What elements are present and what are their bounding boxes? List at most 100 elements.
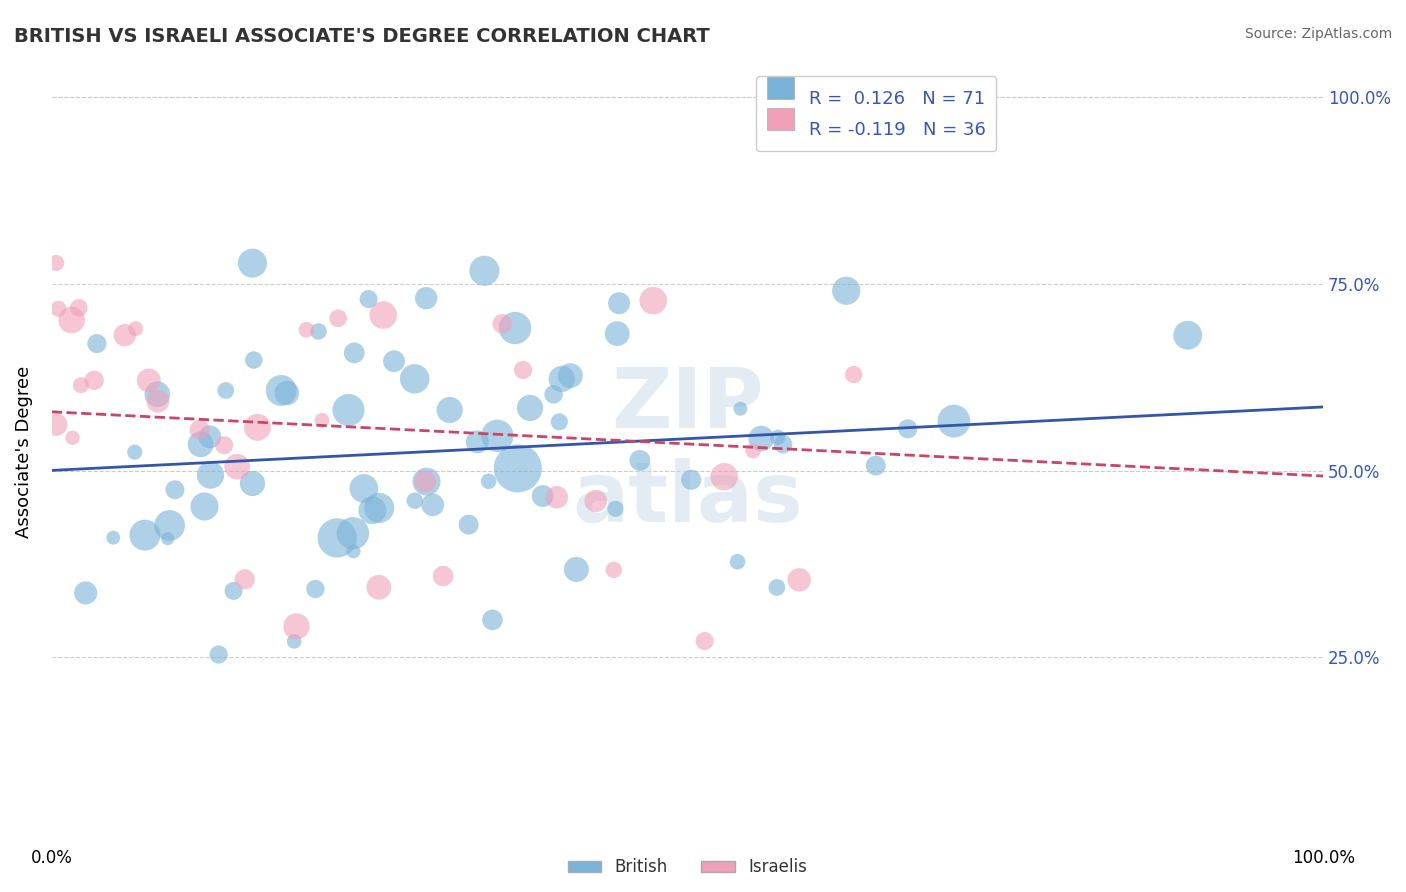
- Point: [606, 326, 628, 341]
- Point: [188, 423, 211, 437]
- Point: [207, 648, 229, 662]
- Point: [62, 431, 84, 445]
- Point: [512, 363, 534, 377]
- Point: [270, 384, 292, 398]
- Point: [742, 443, 765, 458]
- Point: [628, 453, 651, 467]
- Point: [727, 555, 749, 569]
- Point: [531, 489, 554, 503]
- Point: [382, 354, 405, 368]
- Point: [103, 531, 125, 545]
- Point: [787, 573, 810, 587]
- Point: [285, 619, 308, 633]
- Point: [67, 301, 90, 315]
- Point: [114, 328, 136, 343]
- Point: [134, 528, 156, 542]
- Point: [243, 353, 266, 368]
- Point: [585, 494, 607, 508]
- Point: [138, 374, 160, 388]
- Text: BRITISH VS ISRAELI ASSOCIATE'S DEGREE CORRELATION CHART: BRITISH VS ISRAELI ASSOCIATE'S DEGREE CO…: [14, 27, 710, 45]
- Point: [156, 532, 179, 546]
- Point: [124, 322, 146, 336]
- Point: [367, 580, 389, 594]
- Point: [311, 413, 333, 427]
- Point: [212, 438, 235, 452]
- Point: [439, 403, 461, 417]
- Legend: British, Israelis: British, Israelis: [561, 852, 814, 883]
- Point: [749, 432, 772, 446]
- Point: [45, 256, 67, 270]
- Point: [159, 518, 181, 533]
- Point: [342, 526, 364, 541]
- Point: [503, 321, 526, 335]
- Point: [942, 414, 965, 428]
- Point: [415, 291, 437, 305]
- Point: [422, 498, 444, 512]
- Point: [337, 403, 360, 417]
- Point: [546, 490, 568, 504]
- Point: [190, 437, 212, 451]
- Point: [548, 415, 571, 429]
- Point: [308, 325, 330, 339]
- Point: [357, 292, 380, 306]
- Point: [373, 308, 395, 322]
- Point: [326, 531, 349, 545]
- Point: [519, 401, 541, 415]
- Point: [404, 372, 426, 386]
- Point: [491, 317, 513, 331]
- Point: [304, 582, 326, 596]
- Point: [361, 503, 384, 517]
- Point: [233, 573, 256, 587]
- Text: ZIP
atlas: ZIP atlas: [572, 365, 803, 540]
- Point: [415, 475, 437, 489]
- Point: [713, 469, 735, 483]
- Point: [643, 293, 665, 308]
- Point: [146, 387, 169, 401]
- Point: [506, 461, 529, 475]
- Point: [276, 386, 298, 401]
- Point: [342, 544, 364, 558]
- Point: [730, 401, 752, 416]
- Point: [766, 581, 789, 595]
- Point: [226, 459, 249, 474]
- Point: [693, 634, 716, 648]
- Point: [163, 483, 186, 497]
- Point: [865, 458, 887, 473]
- Point: [486, 429, 509, 443]
- Point: [353, 482, 375, 496]
- Point: [200, 468, 222, 483]
- Y-axis label: Associate's Degree: Associate's Degree: [15, 366, 32, 538]
- Point: [474, 264, 496, 278]
- Point: [124, 445, 146, 459]
- Point: [607, 296, 630, 310]
- Point: [146, 394, 169, 409]
- Point: [86, 336, 108, 351]
- Point: [413, 475, 436, 489]
- Point: [457, 517, 479, 532]
- Point: [478, 475, 501, 489]
- Point: [48, 301, 70, 316]
- Point: [70, 378, 93, 392]
- Point: [83, 373, 105, 387]
- Point: [242, 256, 264, 270]
- Point: [565, 562, 588, 576]
- Point: [45, 417, 67, 432]
- Point: [1177, 328, 1199, 343]
- Point: [246, 420, 269, 434]
- Point: [465, 434, 488, 449]
- Point: [404, 493, 426, 508]
- Point: [772, 437, 794, 451]
- Point: [193, 500, 215, 514]
- Point: [215, 384, 238, 398]
- Text: Source: ZipAtlas.com: Source: ZipAtlas.com: [1244, 27, 1392, 41]
- Point: [368, 500, 391, 515]
- Point: [603, 563, 626, 577]
- Point: [605, 501, 627, 516]
- Point: [766, 430, 789, 444]
- Point: [295, 323, 318, 337]
- Point: [842, 368, 865, 382]
- Point: [560, 368, 582, 383]
- Point: [551, 372, 574, 386]
- Point: [432, 569, 454, 583]
- Point: [222, 583, 245, 598]
